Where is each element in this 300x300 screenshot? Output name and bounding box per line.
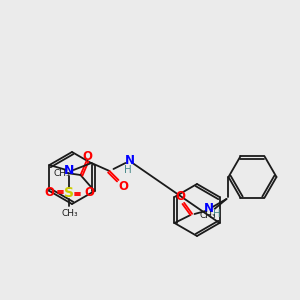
- Text: CH₃: CH₃: [199, 212, 216, 220]
- Text: O: O: [82, 149, 92, 163]
- Text: N: N: [124, 154, 134, 167]
- Text: O: O: [118, 179, 128, 193]
- Text: CH₃: CH₃: [61, 209, 78, 218]
- Text: O: O: [44, 187, 55, 200]
- Text: H: H: [124, 165, 131, 175]
- Text: CH₃: CH₃: [53, 169, 70, 178]
- Text: N: N: [203, 202, 214, 215]
- Text: O: O: [85, 187, 94, 200]
- Text: H: H: [213, 209, 220, 219]
- Text: N: N: [64, 164, 75, 178]
- Text: S: S: [64, 186, 74, 200]
- Text: O: O: [176, 190, 185, 203]
